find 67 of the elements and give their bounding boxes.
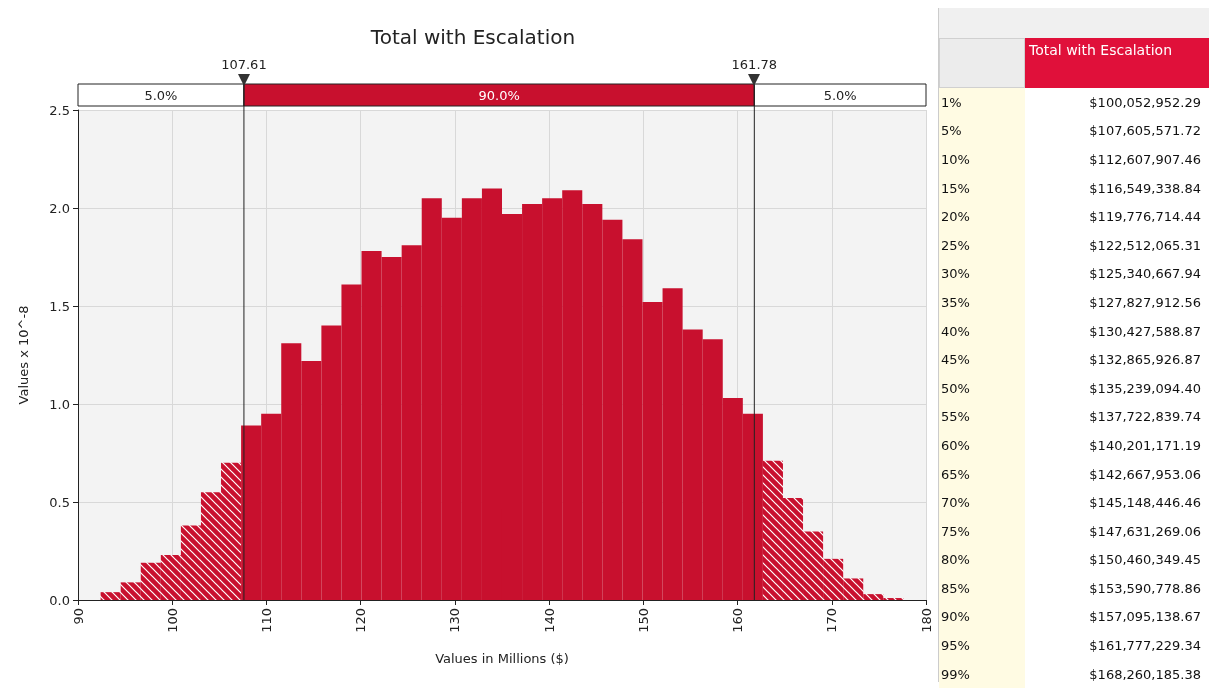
category-label: 80% <box>939 545 1025 575</box>
text: $122,512,065.31 <box>1089 237 1201 253</box>
text: $132,865,926.87 <box>1089 352 1201 368</box>
text: 90.0% <box>478 87 520 103</box>
category-label: 5% <box>939 116 1025 146</box>
y-tick-label: 0.0 <box>49 592 70 608</box>
text: $168,260,185.38 <box>1089 666 1201 682</box>
text: $125,340,667.94 <box>1089 266 1201 282</box>
category-label: 20% <box>939 202 1025 231</box>
category-label: 95% <box>939 631 1025 660</box>
text: $112,607,907.46 <box>1089 151 1201 167</box>
ref-line-label: 161.78 <box>731 57 778 72</box>
category-label: 25% <box>939 230 1025 260</box>
x-tick-label: 100 <box>164 608 180 633</box>
text: $116,549,338.84 <box>1089 180 1201 196</box>
x-tick-label: 150 <box>635 608 651 633</box>
x-tick-label: 180 <box>918 608 934 633</box>
text: $161,777,229.34 <box>1089 638 1201 654</box>
category-label: 1% <box>939 88 1025 117</box>
category-label: 70% <box>939 488 1025 517</box>
chart-title: Total with Escalation <box>369 25 576 49</box>
y-axis-title: Values x 10^-8 <box>16 305 31 405</box>
x-tick-label: 90 <box>70 608 86 625</box>
text: $153,590,778.86 <box>1089 580 1201 596</box>
text: $140,201,171.19 <box>1089 437 1201 453</box>
text: $150,460,349.45 <box>1089 552 1201 568</box>
category-label: 65% <box>939 459 1025 489</box>
text: 5.0% <box>144 87 178 103</box>
y-tick-label: 2.5 <box>49 102 70 118</box>
category-label: 60% <box>939 431 1025 460</box>
text: 5.0% <box>823 87 857 103</box>
text: $145,148,446.46 <box>1089 495 1201 511</box>
text: $100,052,952.29 <box>1089 94 1201 110</box>
x-tick-label: 160 <box>730 608 746 633</box>
category-label: 50% <box>939 373 1025 403</box>
y-tick-label: 1.0 <box>49 396 70 412</box>
x-tick-label: 130 <box>447 608 463 633</box>
text: $135,239,094.40 <box>1089 380 1201 396</box>
category-label: 45% <box>939 345 1025 374</box>
x-tick-label: 110 <box>258 608 274 633</box>
x-tick-label: 120 <box>353 608 369 633</box>
y-tick-label: 1.5 <box>49 298 70 314</box>
y-tick-label: 0.5 <box>49 494 70 510</box>
category-label: 90% <box>939 602 1025 632</box>
category-label: 75% <box>939 516 1025 546</box>
text: $107,605,571.72 <box>1089 123 1201 139</box>
x-axis-title: Values in Millions ($) <box>435 651 569 666</box>
text: $137,722,839.74 <box>1089 409 1201 425</box>
category-label: 55% <box>939 402 1025 432</box>
x-tick-label: 170 <box>824 608 840 633</box>
category-label: 10% <box>939 145 1025 174</box>
text: $147,631,269.06 <box>1089 523 1201 539</box>
category-label: 85% <box>939 574 1025 603</box>
category-label: 15% <box>939 173 1025 203</box>
category-label: 30% <box>939 259 1025 289</box>
text: $127,827,912.56 <box>1089 294 1201 310</box>
x-tick-label: 140 <box>541 608 557 633</box>
ref-line-label: 107.61 <box>221 57 267 72</box>
text: $130,427,588.87 <box>1089 323 1201 339</box>
text: $157,095,138.67 <box>1089 609 1201 625</box>
text: Total with Escalation <box>1025 38 1209 88</box>
category-label: 35% <box>939 288 1025 317</box>
category-label: 40% <box>939 316 1025 346</box>
text: $119,776,714.44 <box>1089 209 1201 225</box>
text: $142,667,953.06 <box>1089 466 1201 482</box>
y-tick-label: 2.0 <box>49 200 70 216</box>
category-label: 99% <box>939 659 1025 689</box>
